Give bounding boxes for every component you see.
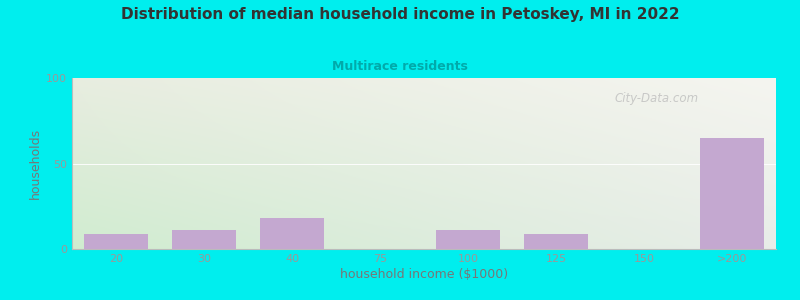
Bar <box>84 234 148 249</box>
Bar <box>260 218 324 249</box>
Y-axis label: households: households <box>29 128 42 199</box>
Bar <box>436 230 500 249</box>
Text: City-Data.com: City-Data.com <box>614 92 698 105</box>
Text: Distribution of median household income in Petoskey, MI in 2022: Distribution of median household income … <box>121 8 679 22</box>
Bar <box>700 138 764 249</box>
Text: Multirace residents: Multirace residents <box>332 60 468 73</box>
Bar <box>172 230 236 249</box>
Bar <box>524 234 588 249</box>
X-axis label: household income ($1000): household income ($1000) <box>340 268 508 281</box>
